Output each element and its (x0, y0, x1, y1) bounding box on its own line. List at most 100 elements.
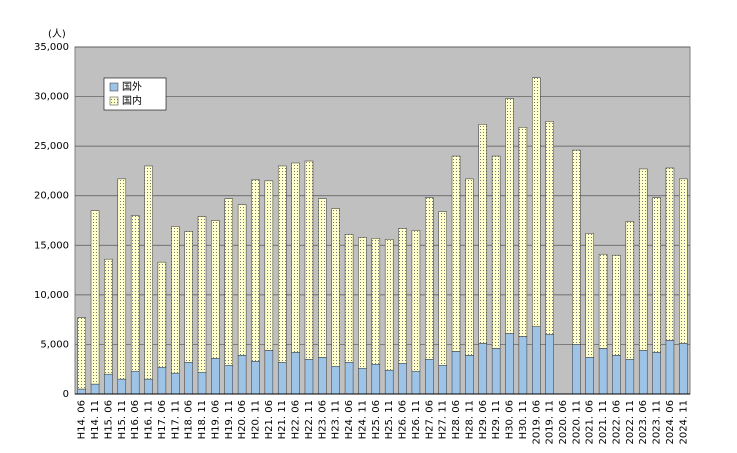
bar-segment (304, 359, 314, 395)
bar-segment (358, 367, 367, 395)
y-tick-label: 30,000 (34, 92, 69, 103)
x-tick-label: H27. 06 (424, 400, 435, 439)
bar-segment (144, 378, 153, 395)
y-tick-label: 25,000 (34, 141, 69, 152)
bar-segment (665, 167, 675, 341)
x-tick-label: H29. 06 (478, 400, 489, 439)
bar-segment (652, 197, 661, 353)
bar-segment (665, 340, 675, 395)
bar-segment (197, 371, 207, 395)
y-axis-label: (人) (48, 28, 66, 40)
bar-segment (518, 336, 528, 395)
x-tick-label: 2023. 06 (638, 400, 649, 445)
bar-segment (344, 362, 354, 395)
x-tick-label: H15. 06 (103, 400, 114, 439)
x-tick-label: H22. 11 (304, 400, 315, 439)
bar-segment (411, 370, 421, 395)
bar-segment (545, 334, 554, 395)
bar-segment (425, 197, 434, 360)
plot-area (74, 46, 691, 395)
x-tick-label: H24. 06 (344, 400, 355, 439)
bar-segment (384, 369, 394, 395)
legend-label: 国内 (122, 94, 142, 107)
legend-swatch (109, 96, 119, 106)
bar-segment (277, 362, 287, 395)
x-tick-label: H16. 06 (130, 400, 141, 439)
x-tick-label: H30. 11 (518, 400, 529, 439)
bar-segment (331, 365, 340, 395)
x-tick-label: 2019. 11 (545, 400, 556, 445)
x-tick-label: H30. 06 (505, 400, 516, 439)
x-tick-label: H22. 06 (291, 400, 302, 439)
x-tick-label: H24. 11 (357, 400, 368, 439)
bar-segment (104, 258, 113, 375)
bar-segment (518, 127, 528, 337)
bar-segment (77, 317, 86, 390)
x-tick-label: H14. 06 (77, 400, 88, 439)
bar-segment (491, 155, 501, 349)
bar-segment (184, 231, 193, 363)
x-tick-label: H27. 11 (438, 400, 449, 439)
bar-segment (291, 162, 300, 353)
bar-segment (625, 221, 635, 360)
bar-segment (130, 215, 140, 372)
bar-segment (318, 357, 327, 395)
legend-label: 国外 (122, 81, 142, 93)
x-tick-label: H25. 06 (371, 400, 382, 439)
x-tick-label: 2022. 11 (625, 400, 636, 445)
bar-segment (130, 370, 140, 395)
bar-segment (398, 363, 407, 395)
bar-segment (318, 198, 327, 358)
x-tick-label: 2024. 11 (678, 400, 689, 445)
bar-segment (211, 220, 220, 359)
bar-segment (224, 198, 234, 366)
x-tick-label: 2022. 06 (611, 400, 622, 445)
x-tick-label: H20. 11 (250, 400, 261, 439)
bar-segment (585, 357, 594, 395)
x-tick-label: H16. 11 (144, 400, 155, 439)
bar-segment (117, 378, 127, 395)
x-tick-label: H20. 06 (237, 400, 248, 439)
bar-segment (638, 350, 648, 395)
bar-segment (157, 261, 167, 368)
bar-segment (679, 343, 688, 395)
x-tick-label: H17. 06 (157, 400, 168, 439)
x-tick-label: H21. 06 (264, 400, 275, 439)
bar-segment (505, 98, 514, 334)
bar-segment (598, 253, 608, 349)
x-tick-label: H18. 06 (184, 400, 195, 439)
bar-segment (438, 364, 447, 395)
x-tick-label: 2021. 11 (598, 400, 609, 445)
bar-segment (344, 234, 354, 363)
bar-segment (224, 364, 234, 395)
bar-segment (237, 355, 247, 395)
x-tick-label: H19. 11 (224, 400, 235, 439)
bar-segment (545, 121, 554, 335)
bar-segment (465, 355, 474, 395)
bar-segment (90, 210, 100, 385)
x-tick-label: H23. 11 (331, 400, 342, 439)
bar-segment (438, 211, 447, 366)
y-tick-label: 0 (63, 389, 69, 400)
bar-segment (491, 348, 501, 395)
bar-segment (451, 351, 461, 395)
x-tick-label: H23. 06 (317, 400, 328, 439)
bar-segment (572, 149, 581, 345)
x-tick-label: 2020. 11 (571, 400, 582, 445)
bar-segment (612, 355, 621, 395)
bar-segment (264, 350, 274, 395)
x-tick-label: H14. 11 (90, 400, 101, 439)
x-tick-label: 2024. 06 (665, 400, 676, 445)
bar-segment (331, 208, 340, 367)
bar-segment (478, 343, 488, 395)
x-tick-label: H26. 06 (398, 400, 409, 439)
bar-segment (251, 179, 260, 362)
x-tick-label: H28. 11 (464, 400, 475, 439)
bar-segment (251, 361, 260, 395)
bar-segment (264, 180, 274, 351)
x-tick-label: 2023. 11 (652, 400, 663, 445)
bar-segment (371, 364, 381, 395)
x-tick-label: H19. 06 (210, 400, 221, 439)
